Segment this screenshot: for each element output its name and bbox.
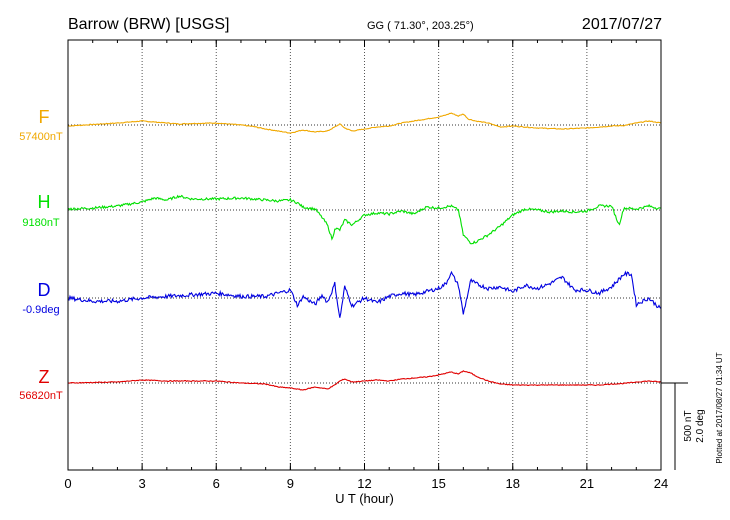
series-name-f: F — [39, 107, 50, 127]
station-title: Barrow (BRW) [USGS] — [68, 16, 230, 33]
x-axis-ticks: 0 3 6 9 12 15 18 21 24 — [64, 40, 668, 491]
series-name-d: D — [38, 280, 51, 300]
x-tick-label: 18 — [506, 476, 520, 491]
x-tick-label: 9 — [287, 476, 294, 491]
series-line-f — [67, 112, 662, 134]
series-baseline-d: -0.9deg — [22, 304, 59, 316]
series-line-z — [67, 370, 662, 391]
series-baseline-f: 57400nT — [19, 131, 63, 143]
x-axis-label: U T (hour) — [335, 491, 394, 506]
series-baseline-h: 9180nT — [22, 217, 60, 229]
series-name-h: H — [38, 192, 51, 212]
grid-lines — [141, 40, 588, 470]
x-tick-label: 6 — [213, 476, 220, 491]
series-labels: F 57400nT H 9180nT D -0.9deg Z 56820nT — [19, 107, 63, 402]
x-tick-label: 3 — [139, 476, 146, 491]
x-tick-label: 12 — [357, 476, 371, 491]
x-tick-label: 0 — [64, 476, 71, 491]
scale-nt-label: 500 nT — [683, 410, 694, 441]
x-tick-label: 15 — [431, 476, 445, 491]
scale-deg-label: 2.0 deg — [695, 409, 706, 442]
series-line-d — [67, 270, 662, 318]
plotted-at-label: Plotted at 2017/08/27 01:34 UT — [715, 352, 724, 463]
x-tick-label: 24 — [654, 476, 668, 491]
series-name-z: Z — [39, 367, 50, 387]
plot-frame — [67, 39, 662, 471]
x-tick-label: 21 — [580, 476, 594, 491]
coordinates-label: GG ( 71.30°, 203.25°) — [367, 20, 474, 32]
scale-bar: 500 nT 2.0 deg — [661, 382, 706, 470]
date-label: 2017/07/27 — [582, 16, 662, 33]
series-baseline-z: 56820nT — [19, 390, 63, 402]
series-line-h — [67, 194, 662, 245]
series-layer — [67, 112, 662, 391]
